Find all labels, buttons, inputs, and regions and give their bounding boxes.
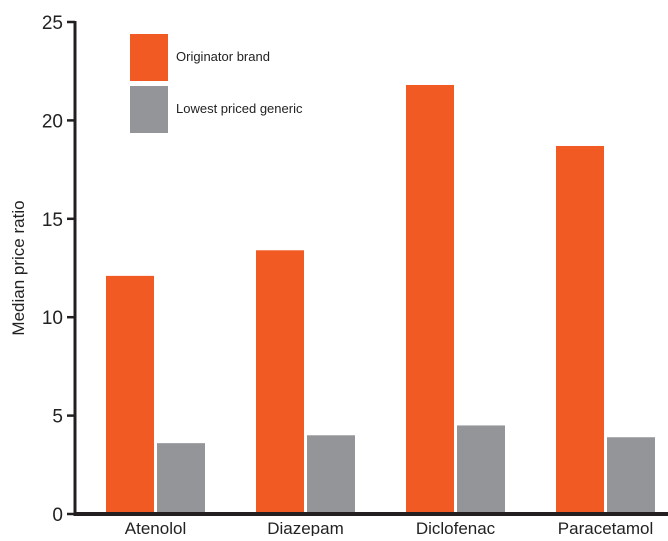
x-category-label-diazepam: Diazepam bbox=[267, 519, 344, 536]
bar-paracetamol-brand bbox=[556, 145, 604, 514]
y-axis-label: Median price ratio bbox=[9, 200, 28, 335]
legend-label-generic: Lowest priced generic bbox=[176, 101, 303, 116]
y-tick-label-15: 15 bbox=[42, 210, 63, 231]
legend-swatch-generic bbox=[130, 86, 168, 133]
legend-label-brand: Originator brand bbox=[176, 49, 270, 64]
y-tick-label-20: 20 bbox=[42, 111, 63, 132]
bar-atenolol-generic bbox=[157, 443, 205, 514]
y-tick-label-5: 5 bbox=[52, 407, 63, 428]
bar-diazepam-brand bbox=[256, 250, 304, 514]
bar-diclofenac-brand bbox=[406, 84, 454, 514]
y-tick-label-25: 25 bbox=[42, 13, 63, 34]
bar-paracetamol-generic bbox=[607, 437, 655, 514]
x-category-label-paracetamol: Paracetamol bbox=[558, 519, 653, 536]
y-tick-label-10: 10 bbox=[42, 308, 63, 329]
bar-atenolol-brand bbox=[106, 275, 154, 514]
y-tick-label-0: 0 bbox=[52, 505, 63, 526]
bar-diazepam-generic bbox=[307, 435, 355, 514]
x-category-label-diclofenac: Diclofenac bbox=[416, 519, 496, 536]
legend-swatch-brand bbox=[130, 34, 168, 81]
x-category-label-atenolol: Atenolol bbox=[125, 519, 186, 536]
bar-diclofenac-generic bbox=[457, 425, 505, 514]
